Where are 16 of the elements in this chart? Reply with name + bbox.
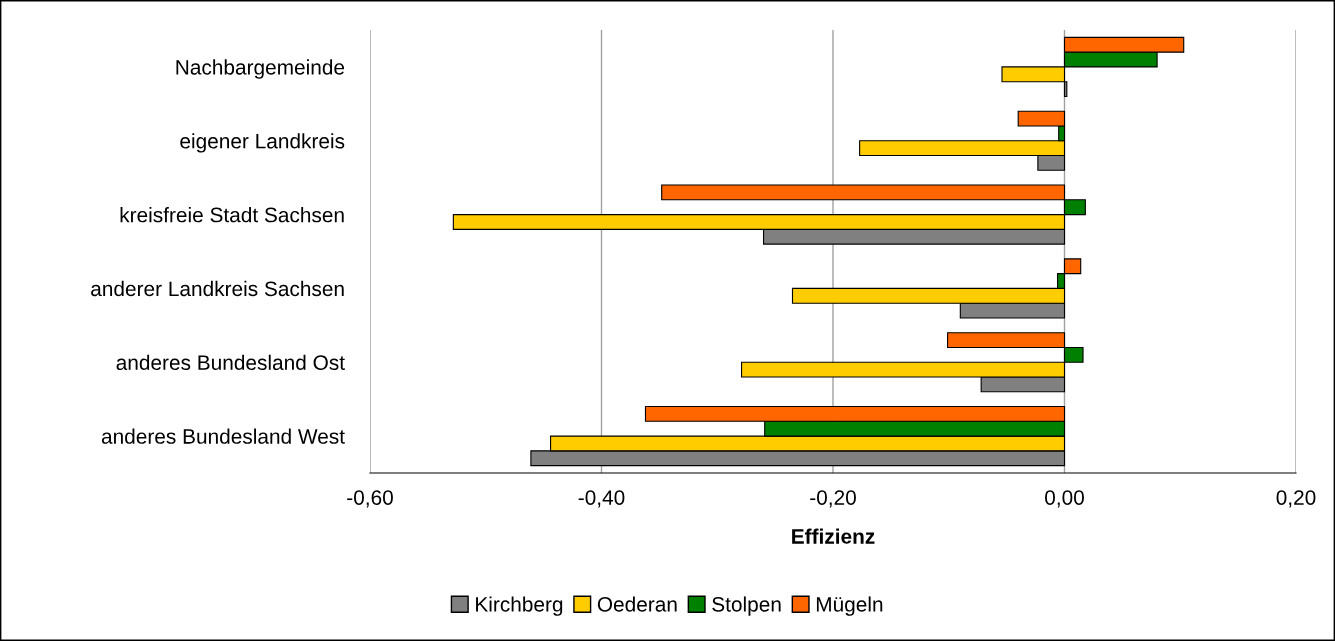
x-tick-label: -0,20: [810, 490, 856, 508]
legend-label: Mügeln: [816, 596, 883, 616]
y-tick-label: kreisfreie Stadt Sachsen: [120, 207, 344, 223]
x-tick-label: 0,00: [1045, 490, 1084, 508]
x-tick-label: -0,40: [578, 490, 625, 508]
legend-label: Oederan: [597, 596, 677, 612]
legend-label: Stolpen: [712, 596, 781, 616]
y-tick-label: anderes Bundesland West: [101, 428, 345, 444]
x-axis-title: Effizienz: [792, 528, 875, 544]
x-tick-label: 0,20: [1276, 490, 1316, 508]
y-tick-label: anderes Bundesland Ost: [116, 354, 345, 370]
y-tick-label: anderer Landkreis Sachsen: [91, 280, 344, 297]
legend-label: Kirchberg: [476, 596, 563, 616]
x-tick-label: -0,60: [347, 490, 393, 508]
y-tick-label: Nachbargemeinde: [176, 59, 345, 79]
y-tick-label: eigener Landkreis: [180, 133, 345, 153]
